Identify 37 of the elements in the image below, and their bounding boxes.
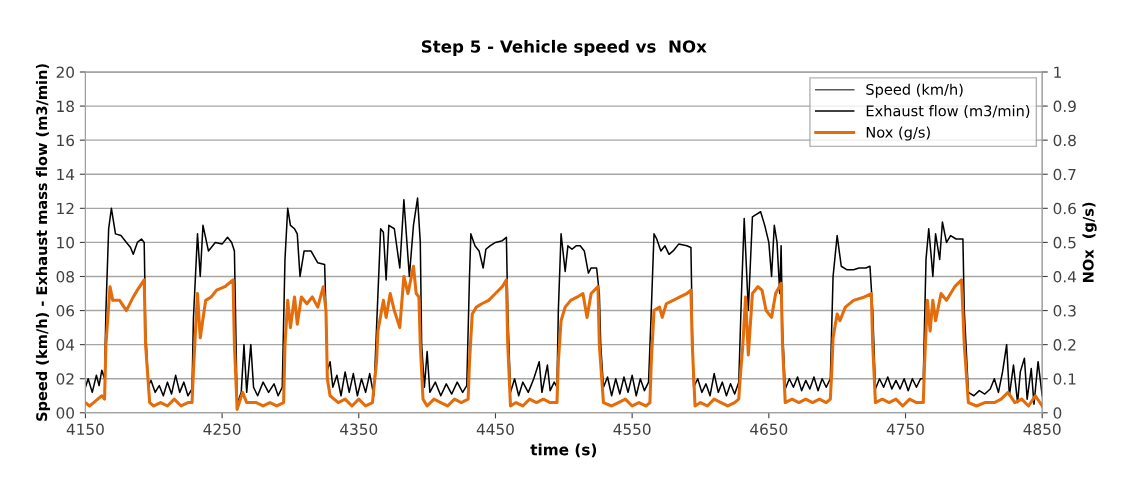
x-tick-label: 4350 — [340, 423, 378, 436]
x-tick-label: 4250 — [203, 423, 241, 436]
x-tick-label: 4150 — [66, 423, 104, 436]
y-axis-title: Speed (km/h) - Exhaust mass flow (m3/min) — [35, 64, 51, 421]
y2-tick-label: 0.2 — [1053, 339, 1076, 351]
y-tick-label: 06 — [56, 305, 75, 317]
y-tick-label: 16 — [57, 134, 75, 147]
y2-tick-label: 0.1 — [1053, 373, 1076, 385]
legend-label: Speed (km/h) — [866, 83, 963, 98]
y-tick-label: 14 — [57, 168, 75, 181]
legend-label: Nox (g/s) — [866, 126, 930, 141]
x-tick-label: 4650 — [750, 423, 788, 436]
y-tick-label: 02 — [56, 373, 74, 385]
y-tick-label: 08 — [56, 270, 74, 283]
y-tick-label: 18 — [57, 100, 74, 113]
y-tick-label: 00 — [56, 407, 74, 419]
y2-tick-label: 0.8 — [1053, 134, 1076, 147]
y-tick-label: 10 — [57, 236, 74, 249]
legend-label: Exhaust flow (m3/min) — [866, 105, 1030, 119]
y2-tick-label: 0.9 — [1053, 100, 1076, 113]
x-tick-label: 4450 — [476, 423, 514, 436]
x-tick-label: 4750 — [886, 423, 924, 436]
y2-tick-label: 1 — [1054, 66, 1061, 78]
y2-tick-label: 0.7 — [1053, 168, 1076, 181]
y-tick-label: 20 — [56, 66, 74, 79]
chart-title: Step 5 - Vehicle speed vs NOx — [421, 39, 707, 57]
x-tick-label: 4550 — [613, 423, 651, 436]
y2-tick-label: 0.3 — [1053, 305, 1076, 317]
y2-tick-label: 0.6 — [1053, 202, 1076, 215]
y2-tick-label: 0.5 — [1053, 236, 1076, 249]
x-tick-label: 4850 — [1023, 423, 1061, 436]
y-tick-label: 12 — [57, 202, 74, 215]
y-tick-label: 04 — [56, 339, 75, 351]
y2-axis-title: NOx (g/s) — [1082, 202, 1097, 283]
x-axis-title: time (s) — [530, 443, 597, 458]
y2-tick-label: 0 — [1053, 407, 1062, 419]
y2-tick-label: 0.4 — [1053, 270, 1077, 283]
